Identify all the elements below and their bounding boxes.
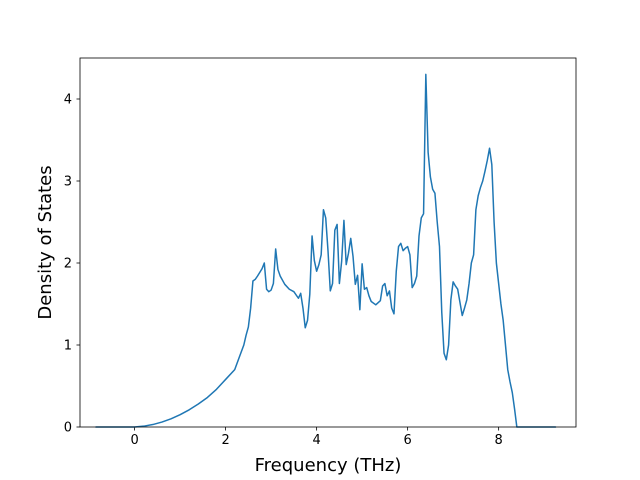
y-tick-label: 3 — [64, 175, 72, 190]
x-tick-label: 2 — [221, 433, 229, 448]
y-tick-label: 2 — [64, 257, 72, 272]
y-tick-label: 4 — [64, 93, 72, 108]
y-axis-ticks: 0 1 2 3 4 — [64, 93, 80, 436]
x-axis-label: Frequency (THz) — [255, 455, 402, 476]
x-tick-label: 8 — [495, 433, 503, 448]
y-tick-label: 0 — [64, 421, 72, 436]
axes-frame — [79, 57, 577, 428]
x-tick-label: 6 — [403, 433, 411, 448]
y-tick-label: 1 — [64, 339, 72, 354]
x-tick-label: 0 — [130, 433, 138, 448]
y-axis-label: Density of States — [35, 165, 56, 319]
dos-series-line — [95, 73, 557, 428]
x-tick-label: 4 — [312, 433, 320, 448]
